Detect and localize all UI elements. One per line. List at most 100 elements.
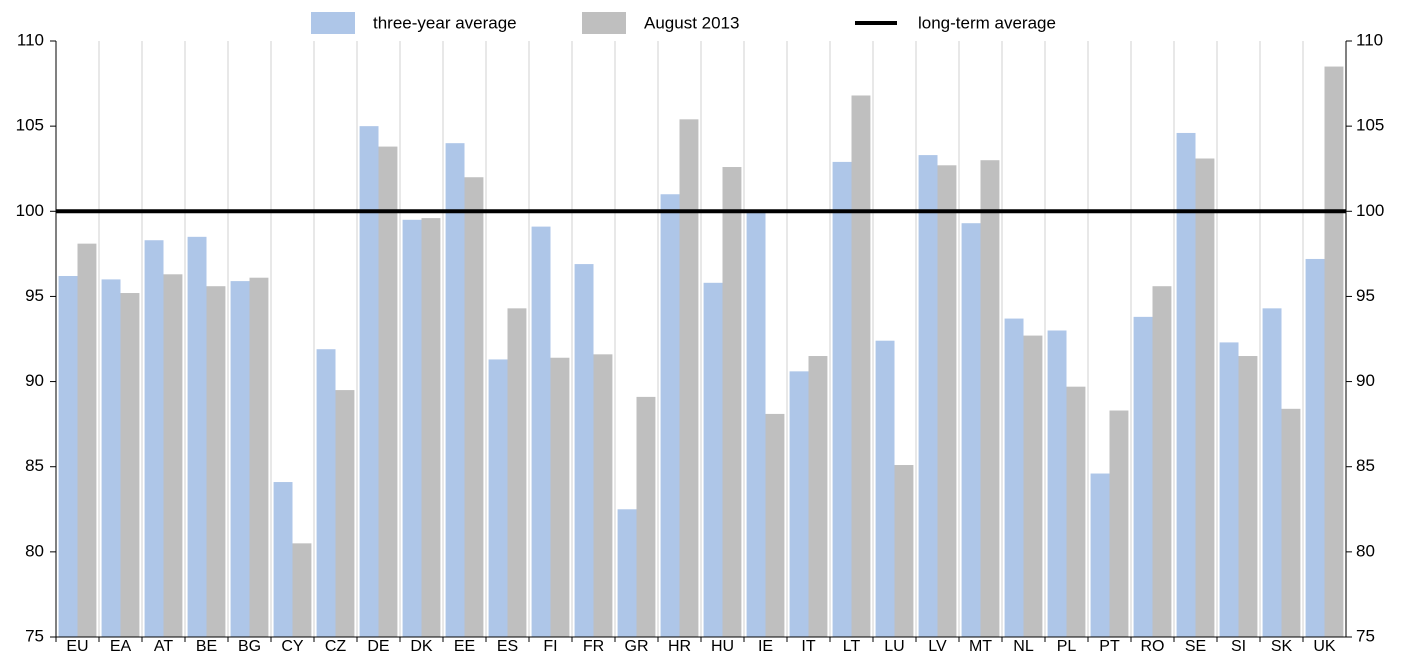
x-tick-label: BG	[238, 638, 261, 655]
bar	[1281, 408, 1301, 637]
bar	[660, 194, 680, 637]
x-tick-label: SK	[1271, 638, 1293, 655]
bar	[918, 155, 938, 637]
bar	[1305, 258, 1325, 637]
bar	[1133, 316, 1153, 637]
x-tick-label: ES	[497, 638, 518, 655]
x-tick-label: LU	[884, 638, 904, 655]
bar	[703, 282, 723, 637]
bar	[273, 482, 293, 637]
bar	[746, 211, 766, 638]
bar	[574, 264, 594, 637]
bar	[937, 165, 957, 637]
bar	[789, 371, 809, 637]
x-tick-label: EE	[454, 638, 475, 655]
y-tick-label: 110	[17, 30, 44, 49]
y2-tick-label: 105	[1356, 116, 1384, 135]
bar	[507, 308, 527, 637]
bar	[961, 223, 981, 637]
bar	[1262, 308, 1282, 637]
legend-swatch	[582, 12, 626, 34]
bar	[1023, 335, 1043, 637]
bar	[316, 349, 336, 637]
y2-tick-label: 80	[1356, 541, 1375, 560]
x-tick-label: MT	[969, 638, 992, 655]
y2-tick-label: 75	[1356, 626, 1375, 645]
bar	[832, 161, 852, 637]
bar	[230, 281, 250, 637]
bar	[359, 126, 379, 638]
bar	[421, 218, 441, 637]
bar	[187, 236, 207, 638]
x-tick-label: NL	[1013, 638, 1034, 655]
bar	[679, 119, 699, 638]
bar	[808, 356, 828, 637]
x-tick-label: FI	[543, 638, 557, 655]
y-tick-label: 80	[25, 541, 44, 560]
y2-tick-label: 85	[1356, 456, 1375, 475]
x-tick-label: LV	[928, 638, 947, 655]
bar	[1109, 410, 1129, 637]
bar	[1219, 342, 1239, 637]
x-tick-label: DK	[410, 638, 433, 655]
x-tick-label: LT	[843, 638, 861, 655]
x-tick-label: CZ	[325, 638, 347, 655]
bar	[593, 354, 613, 637]
bar	[144, 240, 164, 637]
bar	[722, 167, 742, 638]
bar	[1066, 386, 1086, 637]
y-tick-label: 95	[25, 286, 44, 305]
bar	[1047, 330, 1067, 637]
y-tick-label: 100	[16, 201, 44, 220]
x-tick-label: UK	[1313, 638, 1336, 655]
bar	[875, 340, 895, 637]
bar	[402, 219, 422, 638]
y2-tick-label: 90	[1356, 371, 1375, 390]
legend-label: three-year average	[373, 13, 517, 32]
y2-tick-label: 95	[1356, 286, 1375, 305]
bar	[445, 143, 465, 637]
legend-label: long-term average	[918, 13, 1056, 32]
y-tick-label: 75	[25, 626, 44, 645]
bar	[292, 543, 312, 637]
bar	[1238, 356, 1258, 637]
bar	[77, 243, 97, 637]
x-tick-label: CY	[281, 638, 304, 655]
x-tick-label: HR	[668, 638, 691, 655]
bar	[335, 390, 355, 637]
x-tick-label: SI	[1231, 638, 1246, 655]
bar	[980, 160, 1000, 637]
bar	[120, 293, 140, 637]
bar	[1324, 66, 1344, 638]
bar	[1176, 132, 1196, 637]
y-tick-label: 90	[25, 371, 44, 390]
bar	[1195, 158, 1215, 638]
x-tick-label: IT	[801, 638, 815, 655]
x-tick-label: GR	[625, 638, 649, 655]
bar	[894, 465, 914, 637]
bar	[765, 413, 785, 637]
bar	[58, 275, 78, 637]
x-tick-label: HU	[711, 638, 734, 655]
x-tick-label: EU	[66, 638, 88, 655]
bar	[617, 509, 637, 637]
bar	[1090, 473, 1110, 637]
y2-tick-label: 100	[1356, 201, 1384, 220]
bar	[531, 226, 551, 637]
y-tick-label: 105	[16, 116, 44, 135]
legend-label: August 2013	[644, 13, 739, 32]
bar	[163, 274, 183, 637]
bar	[378, 146, 398, 637]
x-tick-label: BE	[196, 638, 217, 655]
bar	[1152, 286, 1172, 637]
x-tick-label: RO	[1141, 638, 1165, 655]
x-tick-label: PL	[1057, 638, 1077, 655]
x-tick-label: DE	[367, 638, 389, 655]
bar	[464, 177, 484, 637]
x-tick-label: FR	[583, 638, 604, 655]
x-tick-label: EA	[110, 638, 132, 655]
legend-swatch	[311, 12, 355, 34]
bar	[206, 286, 226, 637]
x-tick-label: IE	[758, 638, 773, 655]
